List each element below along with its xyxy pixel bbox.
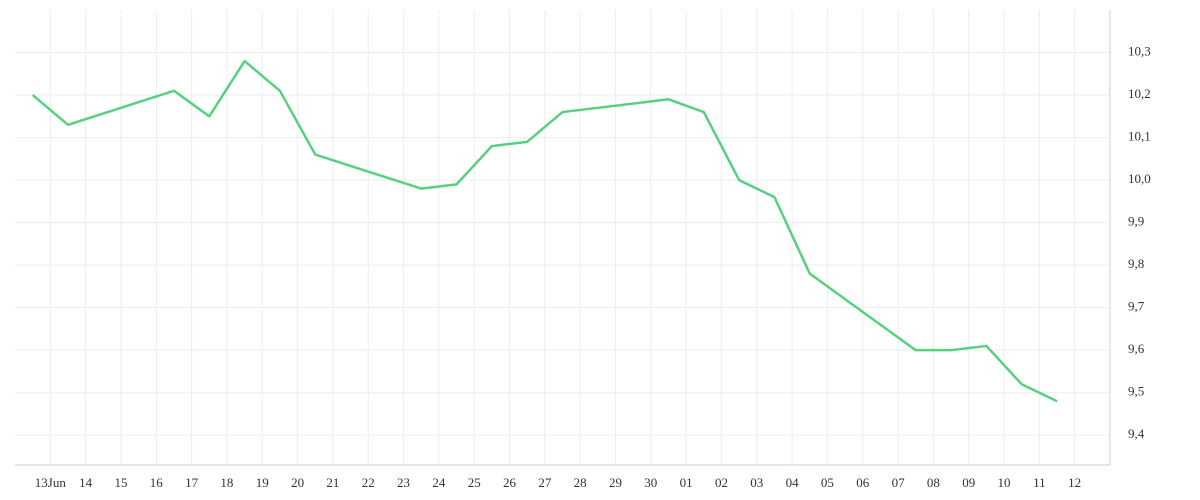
x-tick-label: 15 [114,475,127,490]
y-tick-label: 9,6 [1128,341,1145,356]
x-tick-label: 21 [326,475,339,490]
x-tick-label: 07 [892,475,906,490]
x-tick-label: 06 [856,475,870,490]
y-tick-label: 9,9 [1128,214,1144,229]
x-tick-label: 22 [362,475,375,490]
x-tick-label: 29 [609,475,622,490]
x-tick-label: 30 [644,475,657,490]
x-tick-label: 11 [1033,475,1046,490]
x-tick-label: 19 [256,475,269,490]
x-tick-label: 02 [715,475,728,490]
y-tick-label: 9,5 [1128,384,1144,399]
y-tick-label: 10,1 [1128,129,1151,144]
y-tick-label: 10,0 [1128,171,1151,186]
x-tick-label: 24 [432,475,446,490]
x-tick-label: 12 [1068,475,1081,490]
x-tick-label: 09 [962,475,975,490]
x-tick-label: 18 [220,475,233,490]
x-tick-label: 05 [821,475,834,490]
x-tick-label: 08 [927,475,940,490]
x-tick-label: 17 [185,475,199,490]
x-tick-label: 25 [468,475,481,490]
x-tick-label: 23 [397,475,410,490]
y-tick-label: 9,8 [1128,256,1144,271]
x-tick-label: 13Jun [35,475,67,490]
y-tick-label: 10,2 [1128,86,1151,101]
x-tick-label: 03 [750,475,763,490]
price-line [31,59,1058,403]
x-tick-label: 01 [680,475,693,490]
x-tick-label: 04 [786,475,800,490]
x-tick-label: 20 [291,475,304,490]
y-tick-label: 10,3 [1128,44,1151,59]
x-tick-label: 10 [998,475,1011,490]
y-tick-label: 9,4 [1128,426,1145,441]
x-tick-label: 27 [538,475,552,490]
x-tick-label: 14 [79,475,93,490]
y-tick-label: 9,7 [1128,299,1145,314]
x-tick-label: 16 [150,475,164,490]
x-tick-label: 26 [503,475,517,490]
x-tick-label: 28 [574,475,587,490]
